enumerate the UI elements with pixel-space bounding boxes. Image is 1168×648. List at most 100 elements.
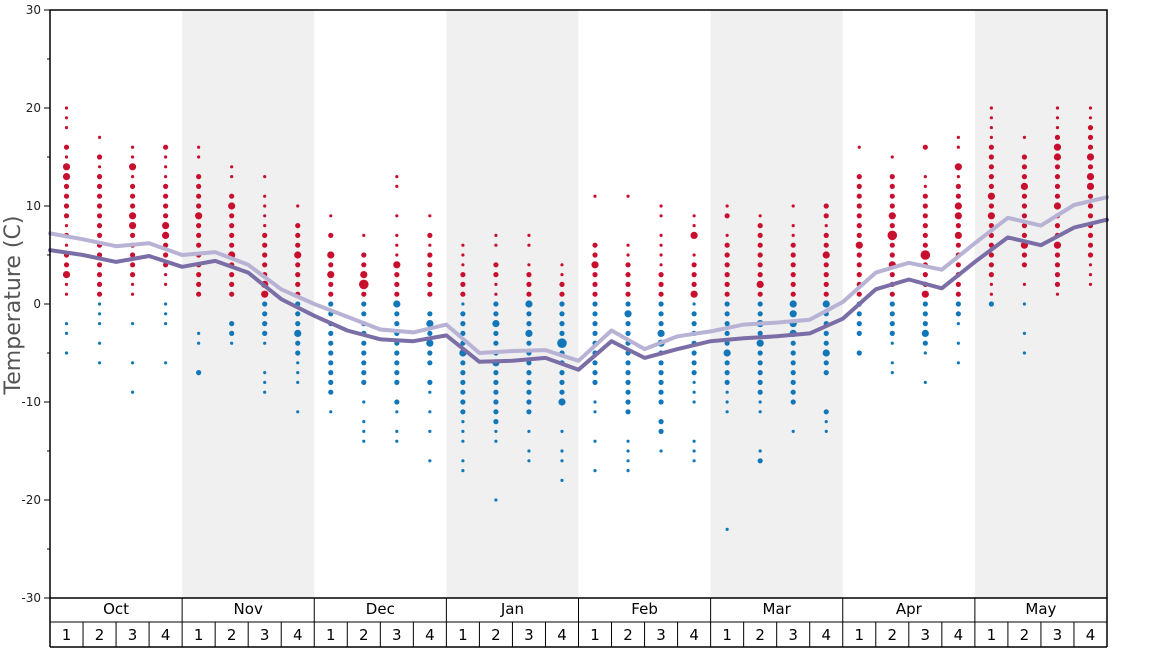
temperature-dot	[923, 175, 927, 179]
y-tick-label: 0	[33, 297, 41, 311]
temperature-dot	[328, 281, 334, 287]
temperature-dot	[790, 262, 796, 268]
temperature-dot	[1087, 213, 1094, 219]
temperature-dot	[922, 301, 928, 307]
temperature-dot	[1053, 153, 1062, 161]
temperature-dot	[526, 311, 532, 317]
temperature-dot	[560, 273, 564, 277]
temperature-dot	[494, 439, 498, 443]
temperature-dot	[955, 262, 961, 268]
temperature-dot	[362, 420, 366, 424]
temperature-dot	[229, 213, 235, 219]
temperature-dot	[988, 262, 994, 268]
temperature-dot	[295, 262, 301, 268]
temperature-dot	[659, 253, 663, 257]
temperature-dot	[362, 429, 366, 433]
temperature-dot	[428, 459, 432, 463]
temperature-dot	[724, 370, 730, 376]
temperature-dot	[130, 175, 135, 179]
temperature-dot	[1087, 164, 1094, 170]
temperature-dot	[823, 232, 829, 238]
temperature-dot	[856, 174, 862, 180]
temperature-dot	[494, 498, 498, 502]
temperature-dot	[757, 370, 763, 376]
temperature-dot	[1087, 242, 1094, 248]
temperature-dot	[657, 329, 665, 337]
week-label: 1	[194, 626, 204, 644]
temperature-dot	[659, 204, 663, 208]
week-label: 1	[590, 626, 600, 644]
temperature-dot	[988, 272, 994, 278]
temperature-dot	[427, 262, 433, 268]
temperature-dot	[592, 360, 598, 366]
temperature-dot	[263, 175, 267, 179]
y-tick-label: -10	[21, 395, 41, 409]
temperature-dot	[427, 311, 433, 317]
temperature-dot	[361, 252, 367, 258]
temperature-dot	[1021, 232, 1028, 238]
temperature-dot	[62, 163, 71, 171]
temperature-dot	[955, 242, 961, 248]
temperature-dot	[295, 242, 301, 248]
temperature-dot	[692, 439, 696, 443]
temperature-dot	[692, 214, 696, 218]
temperature-dot	[427, 330, 433, 336]
temperature-dot	[164, 273, 168, 277]
temperature-dot	[493, 399, 499, 405]
temperature-dot	[757, 311, 763, 317]
week-label: 1	[722, 626, 732, 644]
temperature-dot	[328, 232, 334, 238]
week-label: 2	[623, 626, 633, 644]
y-tick-label: 30	[26, 3, 41, 17]
temperature-dot	[823, 409, 829, 415]
temperature-dot	[162, 222, 170, 230]
temperature-dot	[560, 449, 564, 453]
temperature-dot	[164, 155, 168, 159]
week-label: 4	[1086, 626, 1096, 644]
temperature-dot	[128, 222, 137, 230]
temperature-dot	[626, 253, 630, 257]
temperature-dot	[758, 410, 762, 414]
temperature-dot	[526, 281, 532, 287]
temperature-dot	[328, 389, 334, 395]
temperature-dot	[690, 231, 698, 239]
temperature-dot	[921, 290, 929, 298]
temperature-dot	[790, 389, 796, 395]
temperature-dot	[295, 350, 301, 356]
temperature-dot	[757, 232, 763, 238]
temperature-dot	[328, 379, 334, 385]
temperature-dot	[1055, 126, 1060, 130]
week-label: 2	[359, 626, 369, 644]
temperature-dot	[263, 194, 267, 198]
temperature-dot	[724, 281, 730, 287]
temperature-dot	[856, 213, 862, 219]
temperature-dot	[263, 214, 267, 218]
temperature-dot	[856, 262, 862, 268]
week-label: 3	[524, 626, 534, 644]
temperature-dot	[328, 301, 334, 307]
temperature-dot	[196, 183, 202, 189]
temperature-dot	[362, 233, 366, 237]
temperature-dot	[328, 360, 334, 366]
temperature-dot	[823, 281, 829, 287]
temperature-dot	[197, 145, 201, 149]
temperature-dot	[1055, 106, 1060, 110]
temperature-dot	[64, 116, 69, 120]
temperature-dot	[362, 439, 366, 443]
temperature-dot	[889, 223, 895, 229]
temperature-dot	[526, 272, 532, 278]
temperature-dot	[1022, 351, 1027, 355]
temperature-dot	[1087, 144, 1094, 150]
temperature-dot	[195, 212, 203, 220]
temperature-dot	[295, 281, 301, 287]
temperature-dot	[164, 175, 168, 179]
temperature-dot	[890, 155, 894, 159]
temperature-dot	[130, 292, 135, 296]
temperature-dot	[97, 135, 102, 139]
temperature-dot	[592, 370, 598, 376]
temperature-dot	[725, 400, 729, 404]
temperature-dot	[626, 194, 630, 198]
temperature-dot	[724, 301, 730, 307]
temperature-dot	[460, 409, 466, 415]
